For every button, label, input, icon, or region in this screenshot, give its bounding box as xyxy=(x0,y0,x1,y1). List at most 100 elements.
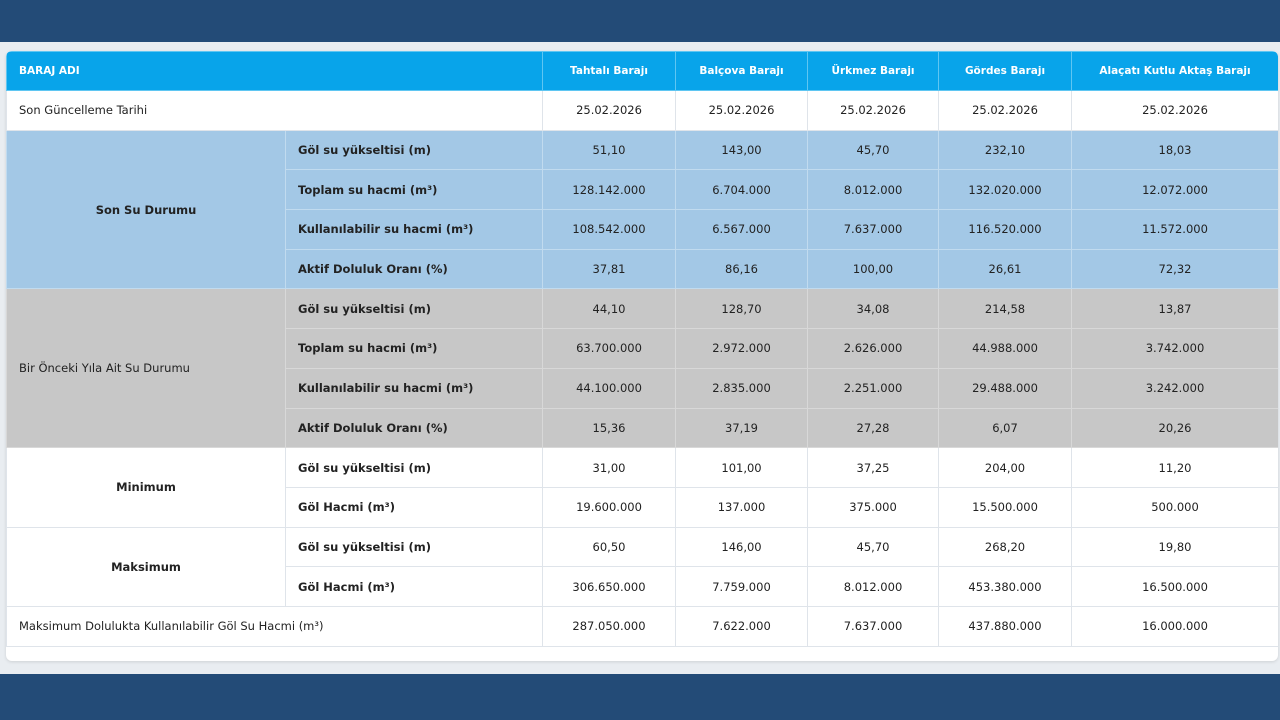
cell-value: 37,25 xyxy=(807,447,939,488)
group-label: Minimum xyxy=(6,447,286,528)
cell-value: 3.242.000 xyxy=(1071,367,1278,409)
table-row: Minimum Göl su yükseltisi (m) 31,00 101,00 3… xyxy=(6,447,1278,528)
table-row: Kullanılabilir su hacmi (m³) 108.542.000 6… xyxy=(7,209,1278,250)
dam-name: Balçova Barajı xyxy=(675,51,808,91)
table-row: Son Güncelleme Tarihi 25.02.2026 25.02.202… xyxy=(6,90,1278,131)
row-label: Göl Hacmi (m³) xyxy=(285,566,543,607)
table-row: Maksimum Dolulukta Kullanılabilir Göl Su… xyxy=(6,605,1278,647)
row-label: Toplam su hacmi (m³) xyxy=(285,169,543,211)
cell-value: 12.072.000 xyxy=(1071,169,1278,211)
table-row: Aktif Doluluk Oranı (%) 37,81 86,16 100,00 2… xyxy=(7,248,1278,290)
cell-value: 27,28 xyxy=(807,407,939,449)
row-label: Kullanılabilir su hacmi (m³) xyxy=(285,209,543,250)
cell-value: 128,70 xyxy=(675,288,808,330)
table-row: Son Su Durumu Göl su yükseltisi (m) 51,10 1… xyxy=(6,129,1278,290)
table-row: Maksimum Göl su yükseltisi (m) 60,50 146,00… xyxy=(6,526,1278,607)
cell-value: 16.000.000 xyxy=(1071,605,1278,647)
cell-value: 7.637.000 xyxy=(807,209,939,250)
row-label: Maksimum Dolulukta Kullanılabilir Göl Su… xyxy=(6,605,543,647)
cell-value: 86,16 xyxy=(675,248,808,290)
top-bar xyxy=(0,0,1280,42)
cell-value: 44.100.000 xyxy=(542,367,676,409)
cell-value: 63.700.000 xyxy=(542,328,676,369)
cell-value: 34,08 xyxy=(807,288,939,330)
row-label: Göl Hacmi (m³) xyxy=(285,486,543,528)
cell-value: 2.626.000 xyxy=(807,328,939,369)
cell-value: 11.572.000 xyxy=(1071,209,1278,250)
cell-value: 20,26 xyxy=(1071,407,1278,449)
header-row: BARAJ ADI Tahtalı Barajı Balçova Barajı Ürk… xyxy=(6,51,1278,91)
cell-value: 45,70 xyxy=(807,526,939,568)
row-label: Göl su yükseltisi (m) xyxy=(285,447,543,488)
cell-value: 232,10 xyxy=(938,129,1072,171)
row-label: Göl su yükseltisi (m) xyxy=(285,288,543,330)
cell-value: 116.520.000 xyxy=(938,209,1072,250)
cell-value: 19,80 xyxy=(1071,526,1278,568)
cell-value: 375.000 xyxy=(807,486,939,528)
cell-value: 132.020.000 xyxy=(938,169,1072,211)
table-row: Göl Hacmi (m³) 19.600.000 137.000 375.000 15… xyxy=(7,486,1278,528)
cell-value: 306.650.000 xyxy=(542,566,676,607)
cell-value: 101,00 xyxy=(675,447,808,488)
row-label: Kullanılabilir su hacmi (m³) xyxy=(285,367,543,409)
row-label: Toplam su hacmi (m³) xyxy=(285,328,543,369)
cell-value: 137.000 xyxy=(675,486,808,528)
cell-value: 11,20 xyxy=(1071,447,1278,488)
cell-value: 25.02.2026 xyxy=(1071,90,1278,131)
cell-value: 214,58 xyxy=(938,288,1072,330)
cell-value: 51,10 xyxy=(542,129,676,171)
cell-value: 45,70 xyxy=(807,129,939,171)
table-row: Göl Hacmi (m³) 306.650.000 7.759.000 8.012.… xyxy=(7,566,1278,607)
cell-value: 29.488.000 xyxy=(938,367,1072,409)
cell-value: 37,81 xyxy=(542,248,676,290)
group-label: Maksimum xyxy=(6,526,286,607)
cell-value: 287.050.000 xyxy=(542,605,676,647)
cell-value: 26,61 xyxy=(938,248,1072,290)
cell-value: 143,00 xyxy=(675,129,808,171)
cell-value: 7.759.000 xyxy=(675,566,808,607)
group-label: Son Su Durumu xyxy=(6,129,286,290)
table-body: Son Güncelleme Tarihi 25.02.2026 25.02.202… xyxy=(6,90,1278,647)
cell-value: 6.704.000 xyxy=(675,169,808,211)
group-label: Bir Önceki Yıla Ait Su Durumu xyxy=(6,288,286,449)
cell-value: 7.622.000 xyxy=(675,605,808,647)
cell-value: 15,36 xyxy=(542,407,676,449)
cell-value: 7.637.000 xyxy=(807,605,939,647)
cell-value: 204,00 xyxy=(938,447,1072,488)
cell-value: 18,03 xyxy=(1071,129,1278,171)
cell-value: 16.500.000 xyxy=(1071,566,1278,607)
cell-value: 146,00 xyxy=(675,526,808,568)
dam-name: Alaçatı Kutlu Aktaş Barajı xyxy=(1071,51,1278,91)
dam-name: Gördes Barajı xyxy=(938,51,1072,91)
cell-value: 8.012.000 xyxy=(807,169,939,211)
dam-name: Tahtalı Barajı xyxy=(542,51,676,91)
cell-value: 108.542.000 xyxy=(542,209,676,250)
table-row: Aktif Doluluk Oranı (%) 15,36 37,19 27,28 6,… xyxy=(7,407,1278,449)
cell-value: 72,32 xyxy=(1071,248,1278,290)
row-label: Aktif Doluluk Oranı (%) xyxy=(285,407,543,449)
cell-value: 15.500.000 xyxy=(938,486,1072,528)
table-row: Toplam su hacmi (m³) 63.700.000 2.972.000 2… xyxy=(7,328,1278,369)
cell-value: 2.835.000 xyxy=(675,367,808,409)
row-label: Aktif Doluluk Oranı (%) xyxy=(285,248,543,290)
cell-value: 268,20 xyxy=(938,526,1072,568)
row-label: Göl su yükseltisi (m) xyxy=(285,129,543,171)
cell-value: 19.600.000 xyxy=(542,486,676,528)
cell-value: 2.972.000 xyxy=(675,328,808,369)
cell-value: 60,50 xyxy=(542,526,676,568)
table-row: Kullanılabilir su hacmi (m³) 44.100.000 2.… xyxy=(7,367,1278,409)
bottom-bar xyxy=(0,674,1280,720)
cell-value: 100,00 xyxy=(807,248,939,290)
row-label: Son Güncelleme Tarihi xyxy=(6,90,543,131)
cell-value: 37,19 xyxy=(675,407,808,449)
table-row: Toplam su hacmi (m³) 128.142.000 6.704.000… xyxy=(7,169,1278,211)
cell-value: 2.251.000 xyxy=(807,367,939,409)
cell-value: 13,87 xyxy=(1071,288,1278,330)
header-label: BARAJ ADI xyxy=(6,51,543,91)
cell-value: 31,00 xyxy=(542,447,676,488)
cell-value: 437.880.000 xyxy=(938,605,1072,647)
cell-value: 25.02.2026 xyxy=(807,90,939,131)
cell-value: 8.012.000 xyxy=(807,566,939,607)
cell-value: 44.988.000 xyxy=(938,328,1072,369)
